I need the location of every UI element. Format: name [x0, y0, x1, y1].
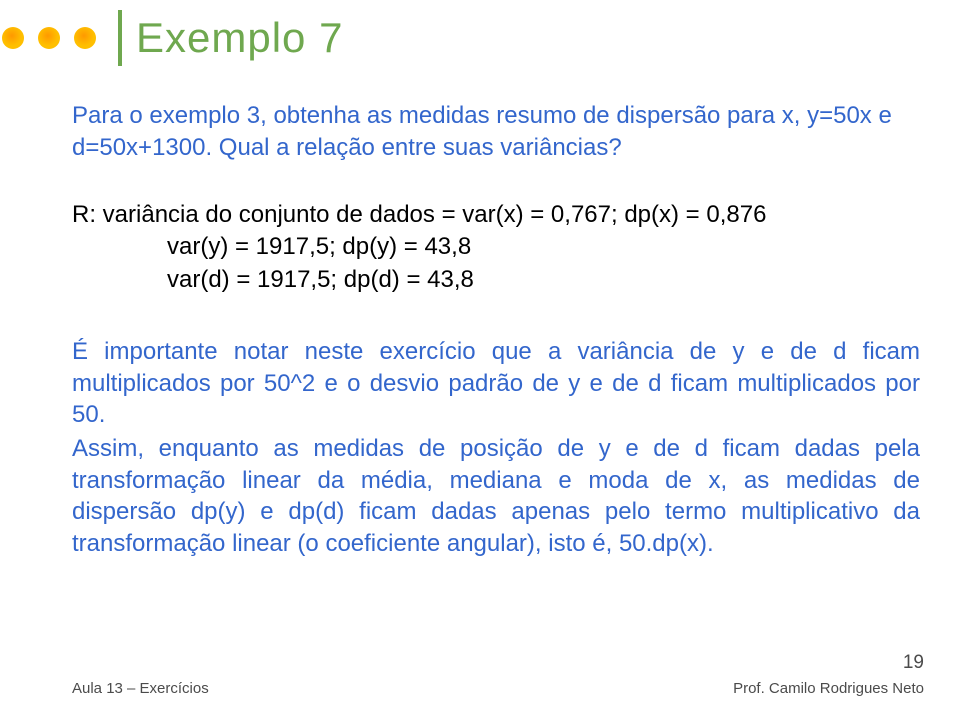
- note-p1: É importante notar neste exercício que a…: [72, 336, 920, 431]
- footer-right-block: 19 Prof. Camilo Rodrigues Neto: [733, 652, 924, 697]
- answer-block: R: variância do conjunto de dados = var(…: [72, 199, 920, 296]
- slide-body: Para o exemplo 3, obtenha as medidas res…: [72, 100, 920, 560]
- slide-footer: Aula 13 – Exercícios 19 Prof. Camilo Rod…: [0, 652, 960, 697]
- header-bullets: [0, 27, 100, 49]
- slide-title: Exemplo 7: [136, 14, 343, 62]
- dot-icon: [2, 27, 24, 49]
- note-p2: Assim, enquanto as medidas de posição de…: [72, 433, 920, 560]
- page-number: 19: [733, 652, 924, 674]
- answer-d: var(d) = 1917,5; dp(d) = 43,8: [167, 264, 920, 296]
- slide: Exemplo 7 Para o exemplo 3, obtenha as m…: [0, 0, 960, 715]
- footer-left: Aula 13 – Exercícios: [72, 680, 209, 697]
- dot-icon: [74, 27, 96, 49]
- answer-lead: R: variância do conjunto de dados = var(…: [72, 199, 920, 231]
- slide-header: Exemplo 7: [0, 10, 343, 66]
- dot-icon: [38, 27, 60, 49]
- header-divider: [118, 10, 122, 66]
- answer-y: var(y) = 1917,5; dp(y) = 43,8: [167, 231, 920, 263]
- question-text: Para o exemplo 3, obtenha as medidas res…: [72, 100, 920, 165]
- note-block: É importante notar neste exercício que a…: [72, 336, 920, 560]
- footer-author: Prof. Camilo Rodrigues Neto: [733, 680, 924, 697]
